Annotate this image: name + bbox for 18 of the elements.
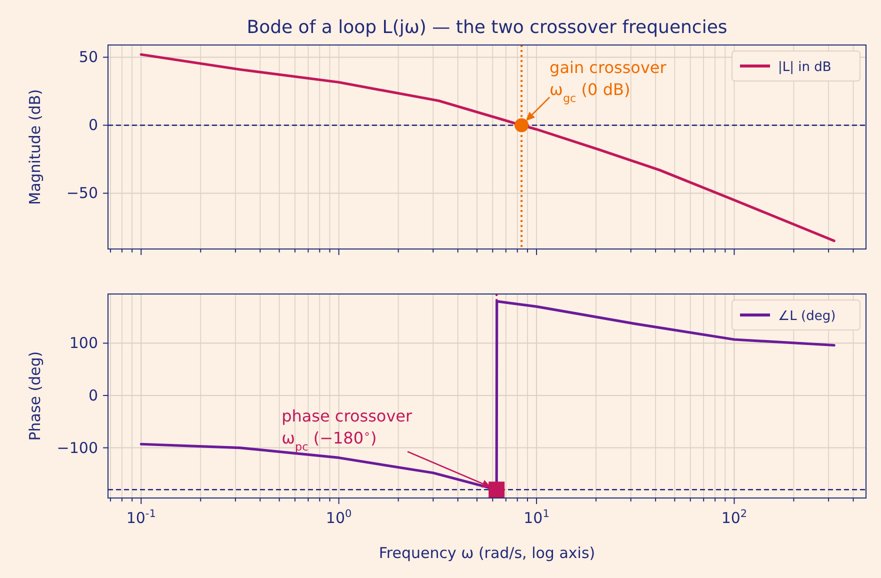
x-tick-label: 10$^{-1}$ bbox=[126, 508, 156, 527]
x-tick-label: 10$^{0}$ bbox=[326, 508, 352, 527]
y-axis-title: Magnitude (dB) bbox=[26, 89, 44, 205]
y-axis-title: Phase (deg) bbox=[26, 351, 44, 441]
y-tick-label: 100 bbox=[69, 334, 98, 352]
y-tick-label: 50 bbox=[78, 48, 98, 66]
annotation: phase crossover ω$_{pc}$ (−180$^{∘}$) bbox=[282, 406, 413, 454]
chart-title: Bode of a loop L(jω) — the two crossover frequencies bbox=[246, 17, 728, 38]
annotation: gain crossover ω$_{gc}$ (0 dB) bbox=[550, 58, 667, 105]
y-tick-label: 0 bbox=[88, 386, 98, 404]
x-tick-label: 10$^{1}$ bbox=[524, 508, 550, 527]
x-tick-label: 10$^{2}$ bbox=[721, 508, 748, 527]
y-tick-label: −100 bbox=[56, 438, 98, 457]
y-tick-label: 0 bbox=[88, 116, 98, 134]
x-axis-title: Frequency ω (rad/s, log axis) bbox=[378, 544, 596, 562]
legend-label: |L| in dB bbox=[778, 60, 832, 75]
y-tick-label: −50 bbox=[66, 184, 98, 202]
legend-label: ∠L (deg) bbox=[778, 309, 836, 324]
